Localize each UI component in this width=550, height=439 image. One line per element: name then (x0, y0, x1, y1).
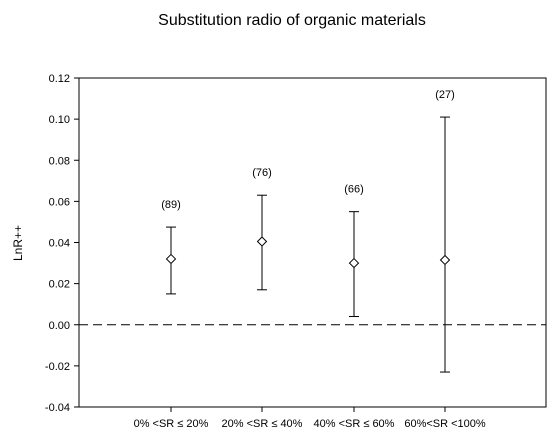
y-tick-label: -0.04 (45, 402, 70, 414)
data-point-marker (348, 257, 360, 269)
y-tick-label: 0.10 (49, 114, 70, 126)
y-tick-label: 0.00 (49, 320, 70, 332)
x-category-label: 40% <SR ≤ 60% (314, 418, 395, 430)
chart-title: Substitution radio of organic materials (158, 12, 426, 29)
y-tick-label: 0.06 (49, 196, 70, 208)
y-tick-label: 0.12 (49, 73, 70, 85)
x-category-label: 0% <SR ≤ 20% (134, 418, 209, 430)
y-tick-label: 0.04 (49, 238, 70, 250)
data-point-marker (165, 253, 177, 265)
data-point-marker (256, 236, 268, 247)
x-category-label: 20% <SR ≤ 40% (222, 418, 303, 430)
sample-size-label: (76) (252, 167, 272, 179)
plot-frame (78, 77, 547, 408)
data-point-group: (89) (161, 199, 181, 295)
sample-size-label: (66) (344, 184, 364, 196)
sample-size-label: (89) (161, 199, 181, 211)
data-point-group: (27) (435, 89, 455, 373)
data-point-marker (439, 254, 451, 266)
y-axis: -0.04 -0.02 0.00 0.02 0.04 0.06 0.08 0.10 0.12 (45, 73, 79, 414)
y-tick-label: 0.08 (49, 155, 70, 167)
x-axis: 0% <SR ≤ 20% 20% <SR ≤ 40% 40% <SR ≤ 60% 60… (134, 407, 486, 430)
x-category-label: 60%<SR <100% (404, 418, 486, 430)
y-tick-label: 0.02 (49, 279, 70, 291)
y-axis-label: LnR++ (11, 225, 25, 261)
data-points: (89) (76) (66) (27) (161, 89, 455, 373)
data-point-group: (76) (252, 167, 272, 291)
data-point-group: (66) (344, 184, 364, 318)
sample-size-label: (27) (435, 89, 455, 101)
y-tick-label: -0.02 (45, 361, 70, 373)
